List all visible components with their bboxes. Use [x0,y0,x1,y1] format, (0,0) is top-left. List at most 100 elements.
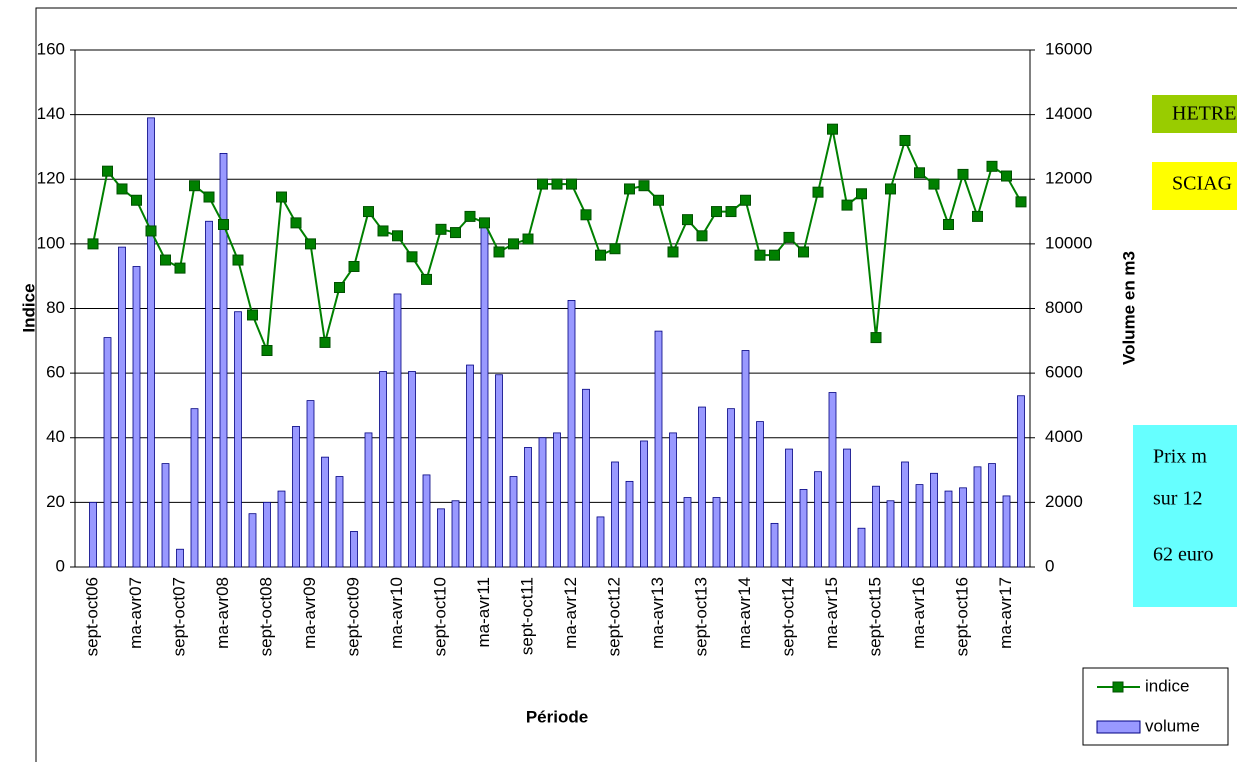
bar [915,484,924,568]
marker [145,225,157,237]
bar [770,522,779,568]
marker [435,223,447,235]
marker [928,178,940,190]
marker [725,206,737,218]
bar [480,220,489,568]
marker [160,254,171,266]
marker [392,230,403,242]
y2-tick-label: 8000 [1045,298,1083,317]
x-tick-label: sept-oct16 [952,577,971,656]
annotation: SCIAG [1172,173,1232,195]
x-tick-label: sept-oct07 [169,577,188,656]
bar [567,300,576,568]
bar [785,448,793,568]
bar [205,220,213,568]
annotation-box [1152,95,1237,133]
legend-label: volume [1145,716,1200,735]
marker [943,218,954,230]
marker [1001,170,1012,182]
marker [305,238,316,250]
marker [972,210,983,222]
x-tick-label: ma-avr13 [648,577,667,649]
bar [103,337,112,568]
bar [437,508,445,568]
marker [899,134,911,146]
y-tick-label: 80 [46,298,65,317]
annotation: 62 euro [1153,544,1214,566]
y2-tick-label: 12000 [1045,169,1092,188]
marker [885,183,896,195]
marker [841,199,853,211]
bar [277,490,286,568]
annotation-box [1152,162,1237,210]
y-tick-label: 20 [46,492,65,511]
marker [870,332,882,344]
annotation-box [1133,425,1237,607]
x-tick-label: ma-avr14 [735,577,754,649]
marker [290,217,302,229]
bar [669,432,677,568]
marker [798,246,809,258]
legend-swatch [1112,681,1124,693]
marker [609,243,621,255]
bar [741,350,750,568]
y2-tick-label: 14000 [1045,104,1092,123]
y-tick-label: 160 [37,39,65,58]
marker [551,178,563,190]
x-tick-label: ma-avr15 [822,577,841,649]
marker [334,281,345,293]
marker [812,186,824,198]
y2-axis-title: Volume en m3 [1119,251,1138,365]
x-tick-label: ma-avr08 [213,577,232,649]
marker [421,273,432,285]
x-tick-label: sept-oct10 [430,577,449,656]
bar [799,489,808,568]
bar [350,531,358,568]
bar [901,461,909,568]
bar [973,466,982,568]
x-tick-label: sept-oct15 [865,577,884,656]
x-tick-label: sept-oct12 [604,577,623,656]
bar [89,501,97,568]
bar [654,330,663,568]
marker [319,336,331,348]
bar [451,500,460,568]
bar [712,497,721,568]
bar [466,364,474,568]
bar [524,447,532,568]
marker [464,210,476,222]
bar [248,513,257,568]
bar [321,456,329,568]
x-tick-label: sept-oct13 [691,577,710,656]
marker [711,206,722,218]
marker [261,345,273,357]
bar [640,440,648,568]
bar [292,426,300,568]
x-tick-label: sept-oct11 [517,577,536,655]
annotation: sur 12 [1153,488,1202,510]
bar [988,463,996,568]
x-tick-label: sept-oct08 [256,577,275,656]
bar [625,480,634,568]
bar [263,501,271,568]
bar [1002,495,1011,568]
x-tick-label: sept-oct06 [82,577,101,656]
marker [986,160,998,172]
x-tick-label: sept-oct14 [778,577,797,656]
marker [174,262,186,274]
marker [537,178,548,190]
annotation: Prix m [1153,446,1207,468]
bar [234,311,242,568]
marker [232,254,244,266]
x-tick-label: ma-avr07 [126,577,145,649]
y-tick-label: 140 [37,104,65,123]
bar [553,432,561,568]
x-tick-label: ma-avr10 [387,577,406,649]
marker [493,246,505,258]
marker [580,209,592,221]
bar [408,371,416,568]
bar [219,152,228,568]
y-axis-title: Indice [19,283,38,332]
bar [538,437,547,568]
